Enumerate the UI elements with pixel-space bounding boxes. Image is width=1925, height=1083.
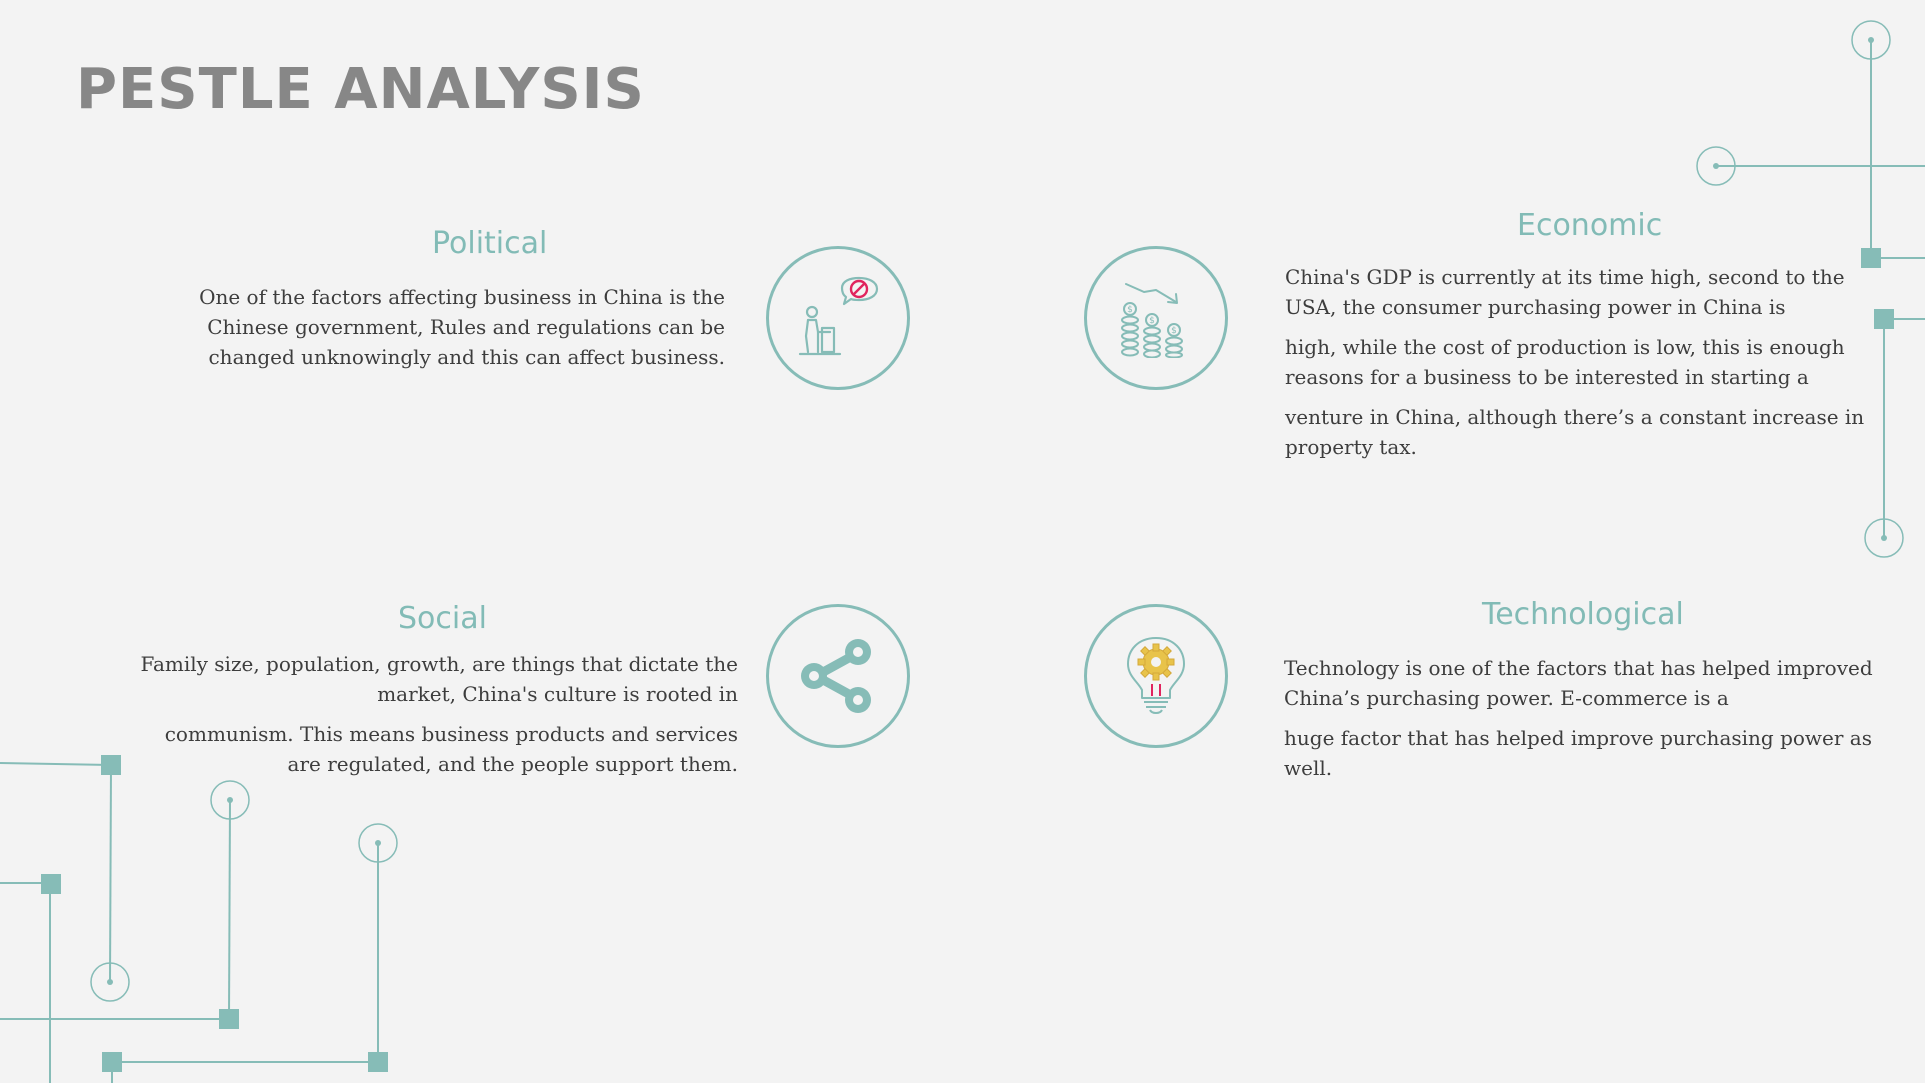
social-paragraph-2: communism. This means business products … [164, 722, 738, 776]
technological-text: Technology is one of the factors that ha… [1284, 653, 1884, 783]
social-text: Family size, population, growth, are thi… [140, 649, 738, 779]
economic-icon-circle: $ $ $ [1084, 246, 1228, 390]
economic-paragraph-1: China's GDP is currently at its time hig… [1285, 265, 1845, 319]
lightbulb-gear-icon [1127, 637, 1185, 714]
technological-paragraph-1: Technology is one of the factors that ha… [1284, 656, 1873, 710]
economic-paragraph-3: venture in China, although there’s a con… [1285, 405, 1865, 459]
social-paragraph-1: Family size, population, growth, are thi… [140, 652, 738, 706]
share-icon [801, 639, 871, 713]
technological-heading: Technological [1482, 597, 1684, 632]
svg-text:$: $ [1127, 305, 1133, 315]
svg-text:$: $ [1171, 326, 1177, 336]
political-paragraph: One of the factors affecting business in… [199, 285, 725, 369]
technological-paragraph-2: huge factor that has helped improve purc… [1284, 726, 1872, 780]
social-icon-circle [766, 604, 910, 748]
economic-paragraph-2: high, while the cost of production is lo… [1285, 335, 1845, 389]
svg-text:$: $ [1149, 316, 1155, 326]
economic-text: China's GDP is currently at its time hig… [1285, 262, 1885, 462]
political-icon-circle [766, 246, 910, 390]
page-title: PESTLE ANALYSIS [76, 57, 645, 122]
political-text: One of the factors affecting business in… [150, 282, 725, 372]
coins-decline-icon: $ $ $ [1121, 283, 1183, 358]
economic-heading: Economic [1517, 208, 1663, 243]
social-heading: Social [398, 601, 487, 636]
speaker-no-icon [798, 276, 879, 356]
political-heading: Political [432, 226, 548, 261]
technological-icon-circle [1084, 604, 1228, 748]
